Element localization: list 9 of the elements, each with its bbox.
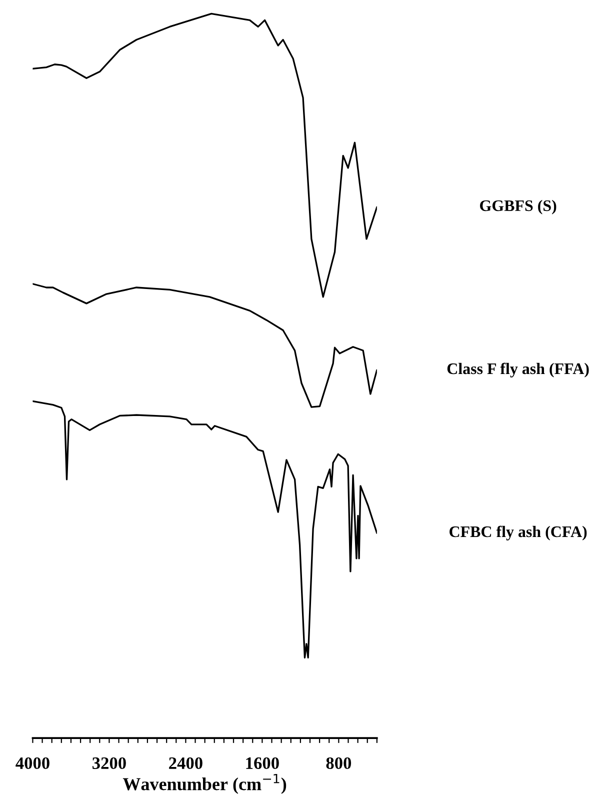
x-tick-label: 4000 — [16, 757, 50, 770]
x-tick-label: 2400 — [169, 757, 202, 770]
text: Class F fly ash (FFA) — [447, 362, 589, 378]
x-axis-title: Wavenumber (cm$^{−1}$) — [122, 774, 286, 794]
x-tick-label: 3200 — [92, 757, 126, 770]
text: CFBC fly ash (CFA) — [450, 526, 587, 540]
x-tick-label: 1600 — [246, 757, 279, 770]
x-tick-label: 800 — [326, 757, 352, 770]
text: GGBFS (S) — [480, 200, 556, 214]
